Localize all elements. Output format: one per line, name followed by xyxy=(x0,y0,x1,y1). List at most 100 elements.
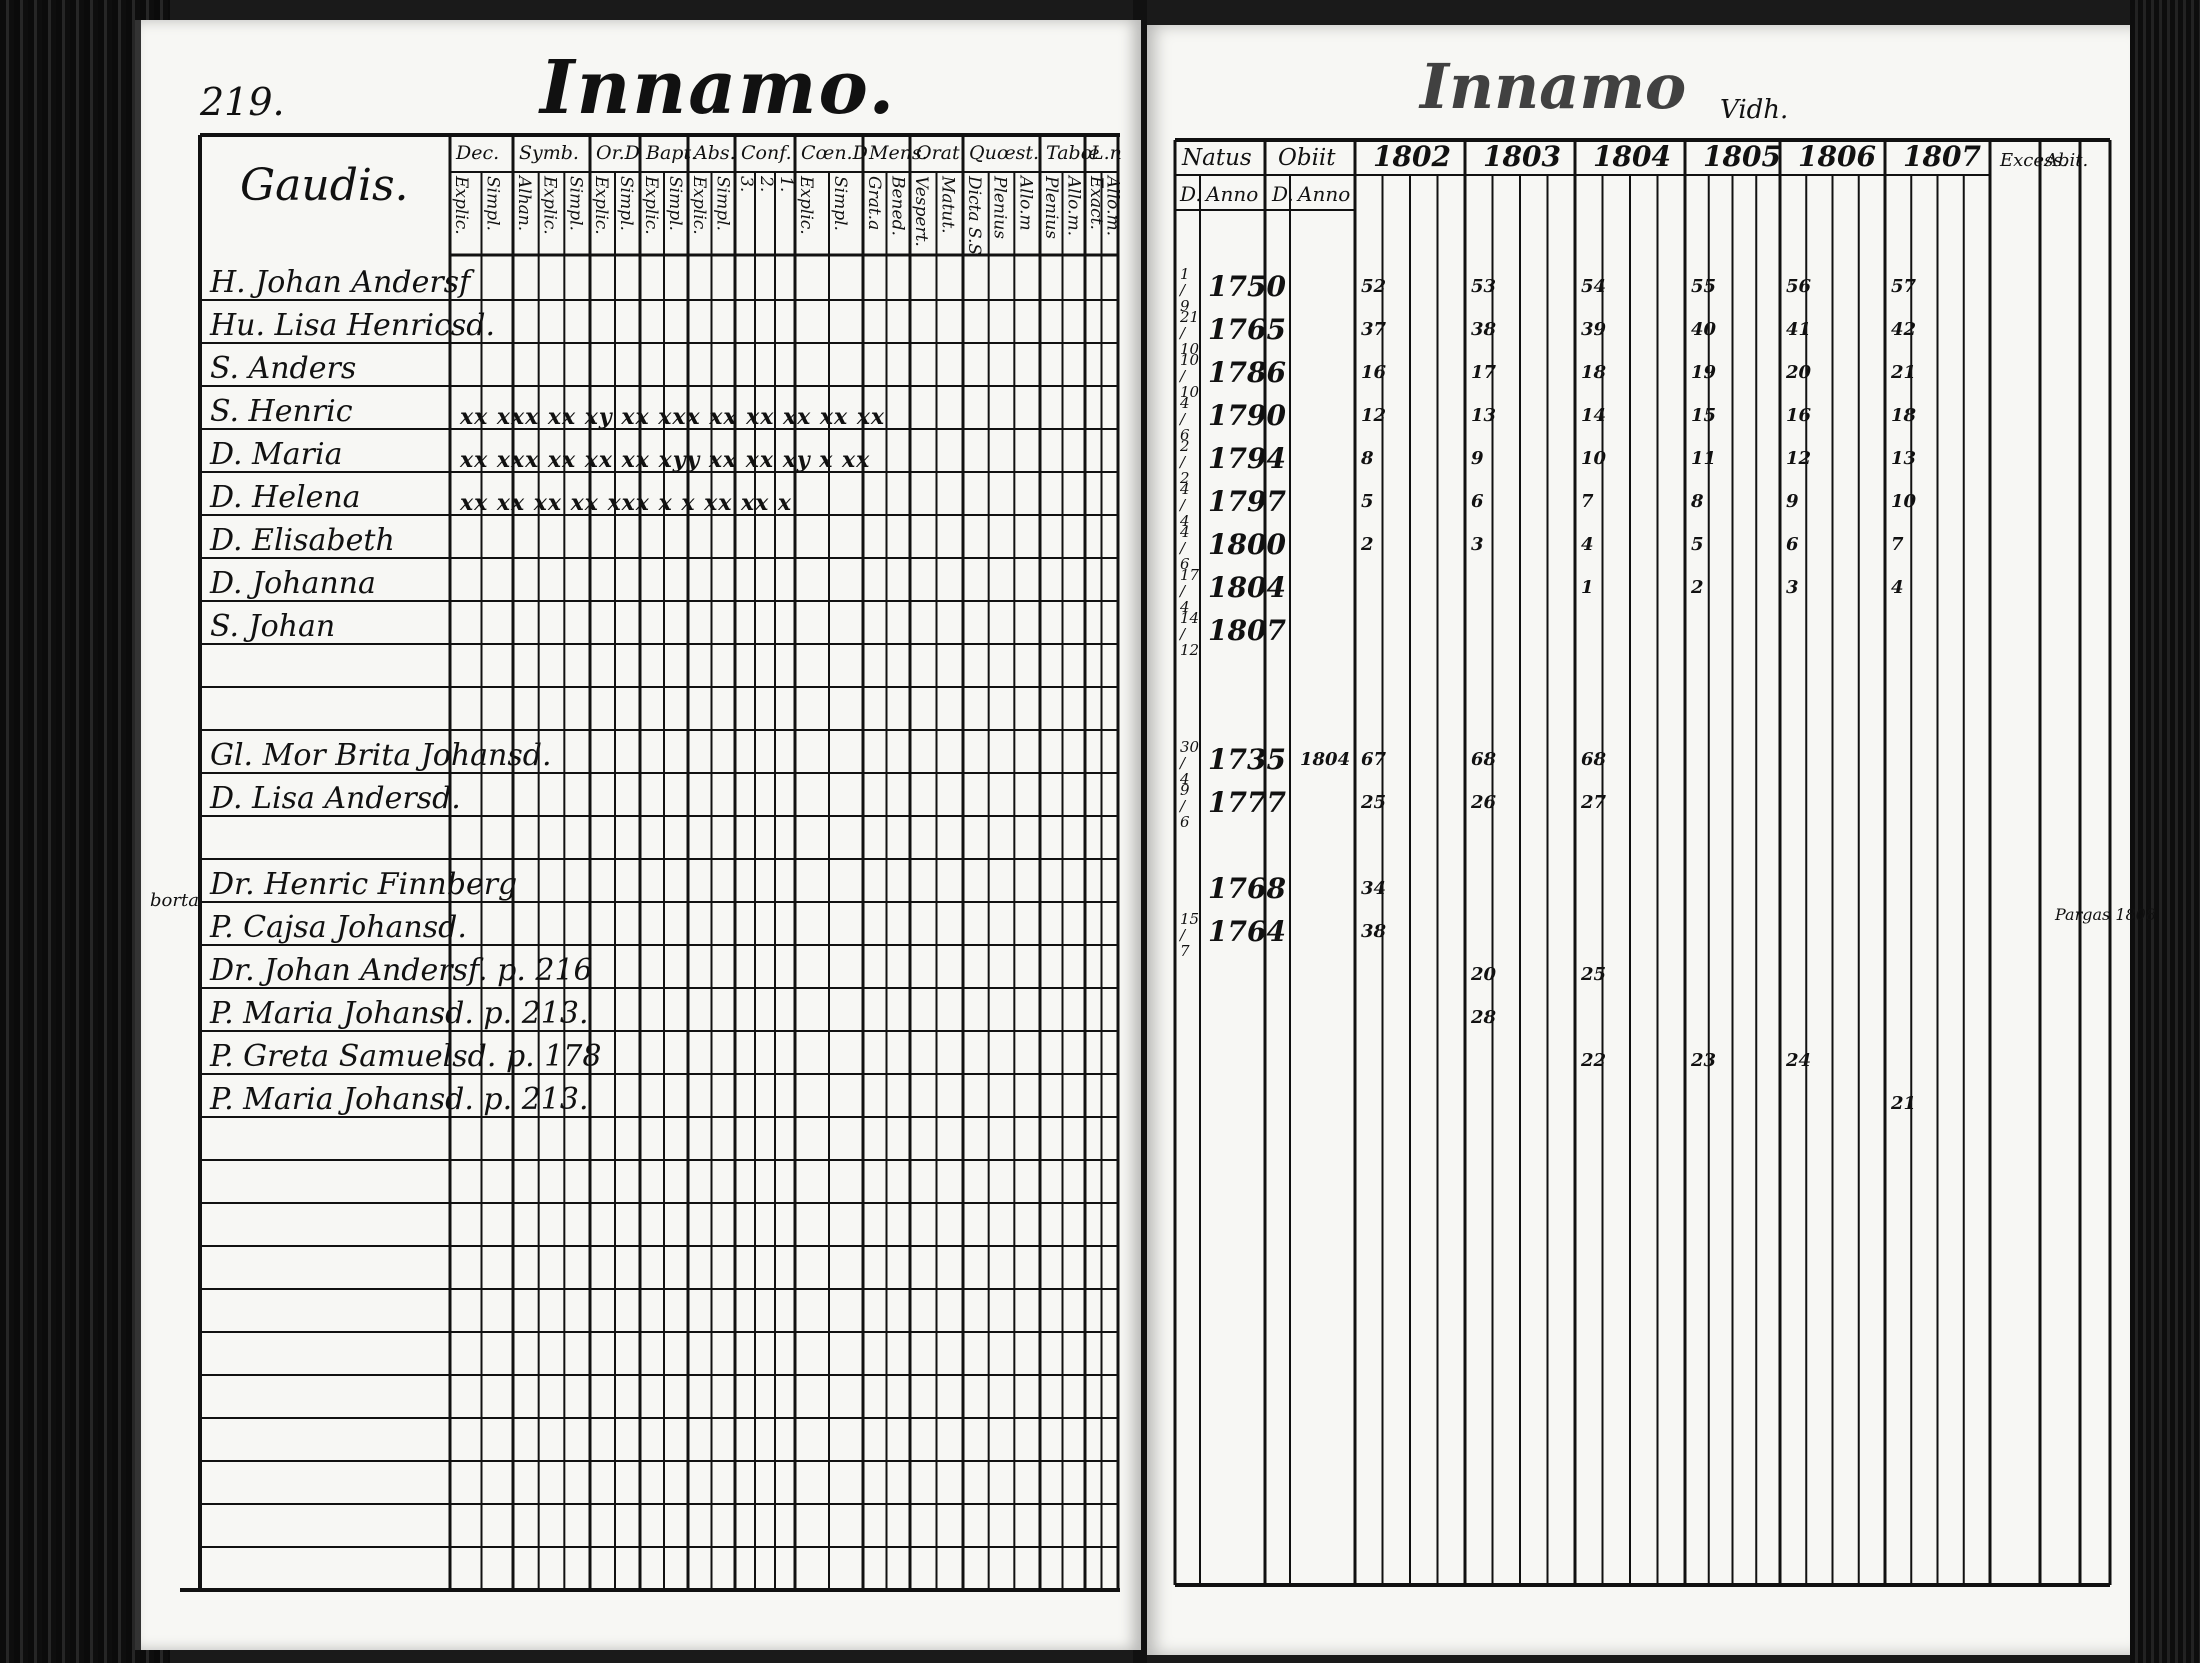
column-subheader: Matut. xyxy=(937,176,958,234)
age-value: 42 xyxy=(1891,319,1917,340)
person-name: D. Johanna xyxy=(210,566,376,601)
column-subheader: Simpl. xyxy=(565,176,586,231)
person-name: S. Henric xyxy=(210,394,353,429)
age-value: 6 xyxy=(1471,491,1484,512)
natus-day: 4 / 4 xyxy=(1180,480,1190,530)
person-name: D. Lisa Andersd. xyxy=(210,781,461,816)
natus-day: 15 / 7 xyxy=(1180,910,1200,960)
column-header: Abs. xyxy=(694,142,736,164)
age-value: 8 xyxy=(1691,491,1704,512)
age-value: 38 xyxy=(1471,319,1497,340)
age-value: 2 xyxy=(1691,577,1704,598)
right-margin-note: Pargas 1808 xyxy=(2055,905,2157,924)
column-subheader: 3. xyxy=(736,176,756,193)
age-value: 67 xyxy=(1361,749,1387,770)
age-value: 1 xyxy=(1581,577,1594,598)
natus-day: 21 / 10 xyxy=(1180,308,1200,358)
person-name: Dr. Johan Andersf. p. 216 xyxy=(210,953,593,988)
column-subheader: Explic. xyxy=(689,176,709,235)
column-subheader: Explic. xyxy=(591,176,611,235)
book-edge-right xyxy=(2130,0,2200,1663)
column-subheader: Plenius xyxy=(989,176,1010,239)
person-name: S. Anders xyxy=(210,351,357,386)
age-value: 5 xyxy=(1361,491,1374,512)
person-name: Hu. Lisa Henricsd. xyxy=(210,308,495,343)
age-value: 16 xyxy=(1361,362,1387,383)
age-value: 10 xyxy=(1891,491,1917,512)
obiit-anno-header: Anno xyxy=(1298,182,1351,206)
column-subheader: Allo.m xyxy=(1015,176,1036,231)
column-subheader: Vespert. xyxy=(911,176,931,247)
age-value: 12 xyxy=(1786,448,1812,469)
column-subheader: Exact. xyxy=(1086,176,1106,230)
column-subheader: Explic. xyxy=(451,176,471,235)
farm-label: Gaudis. xyxy=(240,160,409,211)
natus-year: 1794 xyxy=(1208,442,1286,475)
age-value: 20 xyxy=(1471,964,1497,985)
column-header: Dec. xyxy=(456,142,500,164)
left-page xyxy=(135,20,1141,1650)
person-name: P. Greta Samuelsd. p. 178 xyxy=(210,1039,602,1074)
age-value: 25 xyxy=(1581,964,1607,985)
age-value: 21 xyxy=(1891,362,1917,383)
year-header: 1806 xyxy=(1798,140,1876,173)
age-value: 56 xyxy=(1786,276,1812,297)
year-header: 1805 xyxy=(1703,140,1781,173)
obiit-day-header: D. xyxy=(1272,182,1294,206)
age-value: 68 xyxy=(1581,749,1607,770)
year-header: 1803 xyxy=(1483,140,1561,173)
column-subheader: Bened. xyxy=(887,176,908,236)
natus-day: 1 / 9 xyxy=(1180,265,1190,315)
age-value: 11 xyxy=(1691,448,1717,469)
age-value: 34 xyxy=(1361,878,1387,899)
natus-day: 4 / 6 xyxy=(1180,523,1190,573)
natus-year: 1786 xyxy=(1208,356,1286,389)
column-subheader: Allo.m. xyxy=(1102,176,1123,237)
age-value: 13 xyxy=(1891,448,1917,469)
page-number: 219. xyxy=(200,80,285,124)
column-subheader: Dicta S.S xyxy=(964,176,984,256)
age-value: 19 xyxy=(1691,362,1717,383)
natus-day: 17 / 4 xyxy=(1180,566,1200,616)
column-subheader: 2. xyxy=(756,176,776,193)
natus-day: 2 / 2 xyxy=(1180,437,1190,487)
left-page-title: Innamo. xyxy=(540,45,897,131)
right-page-title-small: Vidh. xyxy=(1720,95,1789,125)
column-subheader: Simpl. xyxy=(482,176,503,231)
column-header: Quœst. xyxy=(969,142,1040,164)
column-subheader: Explic. xyxy=(641,176,661,235)
right-page-title: Innamo xyxy=(1420,50,1687,123)
natus-day: 4 / 6 xyxy=(1180,394,1190,444)
age-value: 54 xyxy=(1581,276,1607,297)
age-value: 3 xyxy=(1471,534,1484,555)
age-value: 9 xyxy=(1786,491,1799,512)
person-name: P. Maria Johansd. p. 213. xyxy=(210,1082,589,1117)
age-value: 7 xyxy=(1581,491,1594,512)
natus-header: Natus xyxy=(1182,145,1252,171)
person-name: S. Johan xyxy=(210,609,336,644)
natus-day-header: D. xyxy=(1180,182,1202,206)
age-value: 25 xyxy=(1361,792,1387,813)
column-header: Symb. xyxy=(519,142,579,164)
abit-header: Abit. xyxy=(2045,150,2089,171)
column-subheader: Simpl. xyxy=(665,176,685,231)
age-value: 9 xyxy=(1471,448,1484,469)
age-value: 53 xyxy=(1471,276,1497,297)
age-value: 5 xyxy=(1691,534,1704,555)
natus-day: 14 / 12 xyxy=(1180,609,1200,659)
column-header: Bapt. xyxy=(646,142,698,164)
column-header: Orat. xyxy=(916,142,966,164)
age-value: 24 xyxy=(1786,1050,1812,1071)
age-value: 18 xyxy=(1891,405,1917,426)
column-subheader: Simpl. xyxy=(616,176,636,231)
age-value: 41 xyxy=(1786,319,1812,340)
natus-year: 1797 xyxy=(1208,485,1286,518)
age-value: 15 xyxy=(1691,405,1717,426)
age-value: 6 xyxy=(1786,534,1799,555)
age-value: 22 xyxy=(1581,1050,1607,1071)
person-name: D. Elisabeth xyxy=(210,523,395,558)
age-value: 17 xyxy=(1471,362,1497,383)
age-value: 12 xyxy=(1361,405,1387,426)
